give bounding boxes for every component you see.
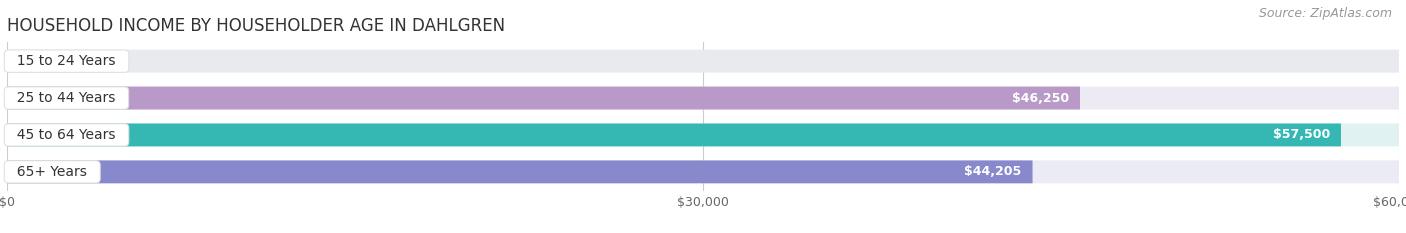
FancyBboxPatch shape bbox=[7, 123, 1399, 146]
FancyBboxPatch shape bbox=[7, 87, 1080, 110]
Text: 65+ Years: 65+ Years bbox=[8, 165, 96, 179]
Text: HOUSEHOLD INCOME BY HOUSEHOLDER AGE IN DAHLGREN: HOUSEHOLD INCOME BY HOUSEHOLDER AGE IN D… bbox=[7, 17, 505, 35]
Bar bbox=[7, 116, 1399, 153]
Bar bbox=[7, 43, 1399, 80]
Text: $0: $0 bbox=[32, 55, 49, 68]
Bar bbox=[7, 80, 1399, 116]
Text: 15 to 24 Years: 15 to 24 Years bbox=[8, 54, 125, 68]
Bar bbox=[7, 153, 1399, 190]
FancyBboxPatch shape bbox=[7, 50, 1399, 72]
FancyBboxPatch shape bbox=[7, 87, 1399, 110]
FancyBboxPatch shape bbox=[7, 161, 1032, 183]
FancyBboxPatch shape bbox=[7, 123, 1341, 146]
Text: $46,250: $46,250 bbox=[1012, 92, 1069, 105]
Text: $57,500: $57,500 bbox=[1272, 128, 1330, 141]
Text: 25 to 44 Years: 25 to 44 Years bbox=[8, 91, 125, 105]
Text: $44,205: $44,205 bbox=[965, 165, 1021, 178]
Text: Source: ZipAtlas.com: Source: ZipAtlas.com bbox=[1258, 7, 1392, 20]
Text: 45 to 64 Years: 45 to 64 Years bbox=[8, 128, 125, 142]
FancyBboxPatch shape bbox=[7, 161, 1399, 183]
